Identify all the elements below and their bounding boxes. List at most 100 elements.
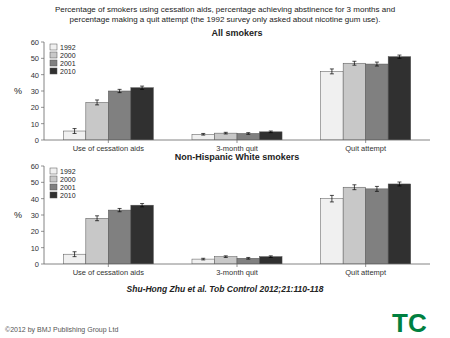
y-tick-label: 60 — [31, 162, 39, 171]
y-tick-label: 30 — [31, 211, 39, 220]
error-bar — [352, 185, 356, 190]
error-bar — [246, 133, 250, 135]
error-bar — [140, 86, 144, 89]
x-tick-label: Use of cessation aids — [73, 144, 145, 153]
error-bar — [246, 257, 250, 259]
x-tick — [237, 140, 238, 143]
legend-label: 2001 — [60, 184, 76, 191]
y-tick-label: 20 — [31, 227, 39, 236]
bar — [321, 71, 344, 140]
chart: Non-Hispanic White smokers0102030405060%… — [14, 152, 430, 277]
legend-swatch — [50, 192, 57, 198]
y-tick — [41, 58, 44, 59]
figure-title: Percentage of smokers using cessation ai… — [55, 5, 395, 14]
citation: Shu-Hong Zhu et al. Tob Control 2012;21:… — [127, 284, 324, 294]
y-tick — [41, 42, 44, 43]
y-axis — [44, 166, 45, 264]
bar — [343, 187, 366, 264]
y-tick — [41, 198, 44, 199]
legend-label: 2000 — [60, 176, 76, 183]
error-bar — [269, 256, 273, 258]
legend-label: 2000 — [60, 52, 76, 59]
y-tick-label: 40 — [31, 195, 39, 204]
y-tick-label: 40 — [31, 71, 39, 80]
y-tick — [41, 182, 44, 183]
bar — [214, 133, 237, 140]
bar — [321, 199, 344, 264]
y-tick-label: 60 — [31, 38, 39, 47]
legend-label: 2010 — [60, 192, 76, 199]
error-bar — [73, 129, 77, 134]
chart-title: Non-Hispanic White smokers — [175, 152, 300, 162]
error-bar — [201, 133, 205, 135]
legend-swatch — [50, 60, 57, 66]
bar — [131, 88, 154, 140]
y-tick — [41, 166, 44, 167]
y-tick-label: 30 — [31, 87, 39, 96]
bar — [86, 218, 109, 264]
legend: 1992200020012010 — [50, 44, 76, 75]
bar — [366, 189, 389, 264]
legend-swatch — [50, 168, 57, 174]
y-tick-label: 20 — [31, 103, 39, 112]
x-tick-label: Quit attempt — [345, 144, 387, 153]
y-tick-label: 10 — [31, 120, 39, 129]
error-bar — [352, 61, 356, 65]
chart-title: All smokers — [211, 28, 262, 38]
bar — [388, 57, 411, 140]
y-axis — [44, 42, 45, 140]
x-tick-label: Use of cessation aids — [73, 268, 145, 277]
bar — [131, 205, 154, 264]
error-bar — [330, 69, 334, 74]
legend-label: 2001 — [60, 60, 76, 67]
error-bar — [201, 258, 205, 260]
error-bar — [140, 204, 144, 207]
journal-label: TC — [392, 308, 427, 338]
y-tick-label: 0 — [35, 260, 39, 269]
error-bar — [397, 182, 401, 186]
error-bar — [224, 132, 228, 134]
copyright: ©2012 by BMJ Publishing Group Ltd — [5, 326, 118, 334]
legend-swatch — [50, 68, 57, 74]
chart: All smokers 0 10 20 30 40 50 60% Use of cessatio… — [14, 28, 430, 153]
error-bar — [375, 186, 379, 191]
legend-swatch — [50, 176, 57, 182]
error-bar — [330, 195, 334, 202]
y-tick — [41, 215, 44, 216]
bar — [260, 132, 283, 140]
bar — [237, 258, 260, 264]
y-tick — [41, 107, 44, 108]
y-tick-label: 10 — [31, 244, 39, 253]
bar — [366, 64, 389, 140]
legend-swatch — [50, 44, 57, 50]
bar — [214, 257, 237, 264]
background — [0, 0, 450, 338]
legend-swatch — [50, 184, 57, 190]
bar — [108, 210, 131, 264]
y-tick-label: 50 — [31, 54, 39, 63]
error-bar — [118, 208, 122, 211]
bar — [388, 184, 411, 264]
figure: Percentage of smokers using cessation ai… — [0, 0, 450, 338]
figure-subtitle: percentage making a quit attempt (the 19… — [70, 15, 381, 24]
bars — [63, 182, 410, 264]
y-axis-label: % — [14, 210, 22, 220]
y-tick — [41, 247, 44, 248]
y-tick — [41, 74, 44, 75]
y-tick — [41, 264, 44, 265]
error-bar — [95, 216, 99, 221]
error-bar — [73, 252, 77, 257]
x-tick — [365, 140, 366, 143]
y-tick-label: 0 — [35, 136, 39, 145]
bars — [63, 55, 410, 140]
bar — [86, 102, 109, 140]
y-tick — [41, 140, 44, 141]
x-tick — [108, 264, 109, 267]
x-tick — [108, 140, 109, 143]
x-tick-label: 3-month quit — [216, 268, 259, 277]
error-bar — [397, 55, 401, 58]
y-axis-label: % — [14, 86, 22, 96]
x-tick — [365, 264, 366, 267]
legend-swatch — [50, 52, 57, 58]
error-bar — [224, 256, 228, 258]
